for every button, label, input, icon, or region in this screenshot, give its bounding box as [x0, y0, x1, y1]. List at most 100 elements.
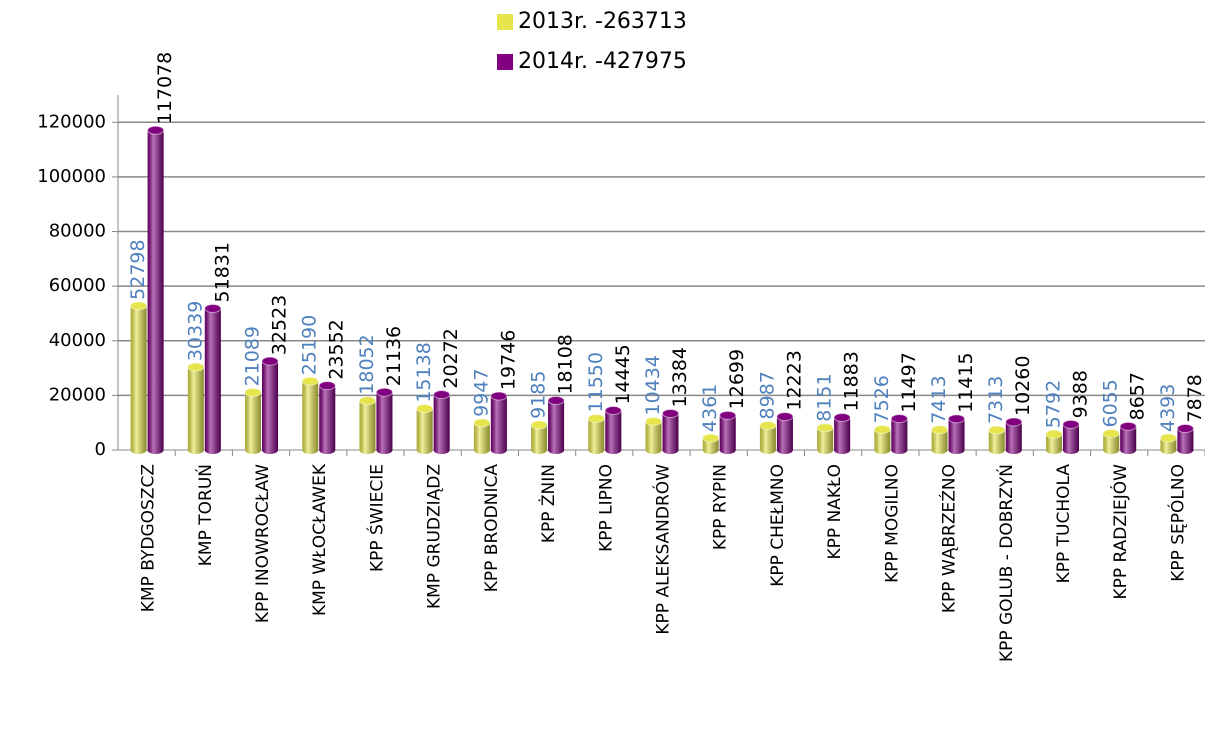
bar-cap	[604, 406, 622, 416]
bar-shading	[645, 417, 662, 454]
data-label: 9947	[470, 368, 492, 416]
bar-shading	[302, 377, 319, 454]
data-label: 20272	[440, 328, 462, 388]
y-tick-label: 80000	[49, 221, 106, 242]
y-tick-label: 40000	[49, 330, 106, 351]
x-tick-label: KPP ŻNIN	[538, 464, 559, 543]
bar-cap	[948, 414, 966, 424]
bar-cap	[890, 414, 908, 424]
data-label: 11497	[898, 352, 920, 412]
legend-label: 2013r. -263713	[518, 9, 687, 34]
data-label: 9185	[528, 371, 550, 419]
x-tick-label: KPP TUCHOLA	[1054, 464, 1074, 584]
bar-cap	[244, 387, 262, 397]
bar-cap	[587, 413, 605, 423]
bar-cap	[1176, 423, 1194, 433]
y-tick-label: 0	[95, 439, 106, 460]
data-label: 4393	[1157, 384, 1179, 432]
bar-shading	[719, 411, 736, 454]
x-tick-label: KPP GOLUB - DOBRZYŃ	[995, 464, 1017, 662]
x-tick-label: KPP RYPIN	[711, 464, 731, 550]
x-tick-label: KPP BRODNICA	[482, 464, 502, 593]
data-label: 8657	[1127, 372, 1149, 420]
bar-cap	[473, 418, 491, 428]
x-tick-label: KPP ALEKSANDRÓW	[652, 464, 674, 635]
bar-cap	[416, 404, 434, 414]
bar-cap	[204, 303, 222, 313]
bar-cap	[816, 423, 834, 433]
data-label: 10434	[642, 355, 664, 415]
data-label: 23552	[326, 319, 348, 379]
bar-shading	[759, 421, 776, 454]
bar-cap	[776, 412, 794, 422]
bar-shading	[147, 126, 164, 455]
data-label: 7526	[871, 375, 893, 423]
data-label: 51831	[211, 242, 233, 302]
x-tick-label: KMP TORUŃ	[194, 464, 216, 566]
x-tick-label: KPP CHEŁMNO	[768, 464, 788, 587]
data-label: 4361	[699, 384, 721, 432]
data-label: 10260	[1012, 356, 1034, 416]
bar-cap	[187, 362, 205, 372]
bar-shading	[376, 388, 393, 454]
bar-shading	[319, 381, 336, 454]
data-label: 18108	[555, 334, 577, 394]
bar-shading	[433, 390, 450, 454]
bar-shading	[262, 357, 279, 454]
bar-cap	[1119, 421, 1137, 431]
bar-shading	[588, 414, 605, 454]
bar-cap	[147, 125, 165, 135]
bar-shading	[891, 414, 908, 454]
data-label: 52798	[127, 239, 149, 299]
x-tick-label: KPP MOGILNO	[882, 464, 902, 583]
bar-cap	[547, 396, 565, 406]
bar-cap	[931, 425, 949, 435]
bar-cap	[1062, 419, 1080, 429]
y-tick-label: 100000	[37, 166, 106, 187]
bar-shading	[776, 412, 793, 454]
bar-shading	[473, 418, 490, 454]
bar-shading	[359, 396, 376, 454]
bar-cap	[1102, 428, 1120, 438]
data-label: 11883	[841, 351, 863, 411]
x-tick-label: KPP LIPNO	[596, 464, 616, 552]
data-label: 11415	[955, 352, 977, 412]
legend-swatch	[497, 14, 513, 30]
x-tick-label: KPP SĘPÓLNO	[1166, 464, 1188, 582]
data-label: 7413	[928, 375, 950, 423]
x-tick-label: KMP WŁOCŁAWEK	[310, 463, 330, 616]
bar-shading	[130, 301, 147, 454]
bar-cap	[719, 410, 737, 420]
bar-shading	[187, 363, 204, 454]
bar-cap	[358, 396, 376, 406]
data-label: 15138	[413, 342, 435, 402]
bar-cap	[759, 420, 777, 430]
bar-cap	[375, 387, 393, 397]
bar-cap	[530, 420, 548, 430]
bar-shading	[1062, 420, 1079, 454]
x-tick-label: KMP GRUDZIĄDZ	[425, 464, 445, 609]
legend-label: 2014r. -427975	[518, 49, 687, 74]
bar-shading	[1005, 417, 1022, 454]
bar-shading	[548, 396, 565, 454]
bar-cap	[988, 425, 1006, 435]
data-label: 21089	[242, 326, 264, 386]
bar-shading	[605, 406, 622, 454]
data-label: 12223	[783, 350, 805, 410]
bar-shading	[416, 404, 433, 454]
bar-cap	[662, 408, 679, 418]
data-label: 8987	[756, 371, 778, 419]
bar-cap	[833, 413, 851, 423]
data-label: 11550	[585, 352, 607, 412]
data-label: 25190	[299, 315, 321, 375]
data-label: 12699	[726, 349, 748, 409]
data-label: 8151	[814, 373, 836, 421]
bar-cap	[261, 356, 279, 366]
data-label: 14445	[612, 344, 634, 404]
data-label: 6055	[1100, 379, 1122, 427]
bar-cap	[130, 301, 148, 311]
bar-cap	[433, 390, 451, 400]
data-label: 18052	[356, 334, 378, 394]
data-label: 32523	[269, 295, 291, 355]
